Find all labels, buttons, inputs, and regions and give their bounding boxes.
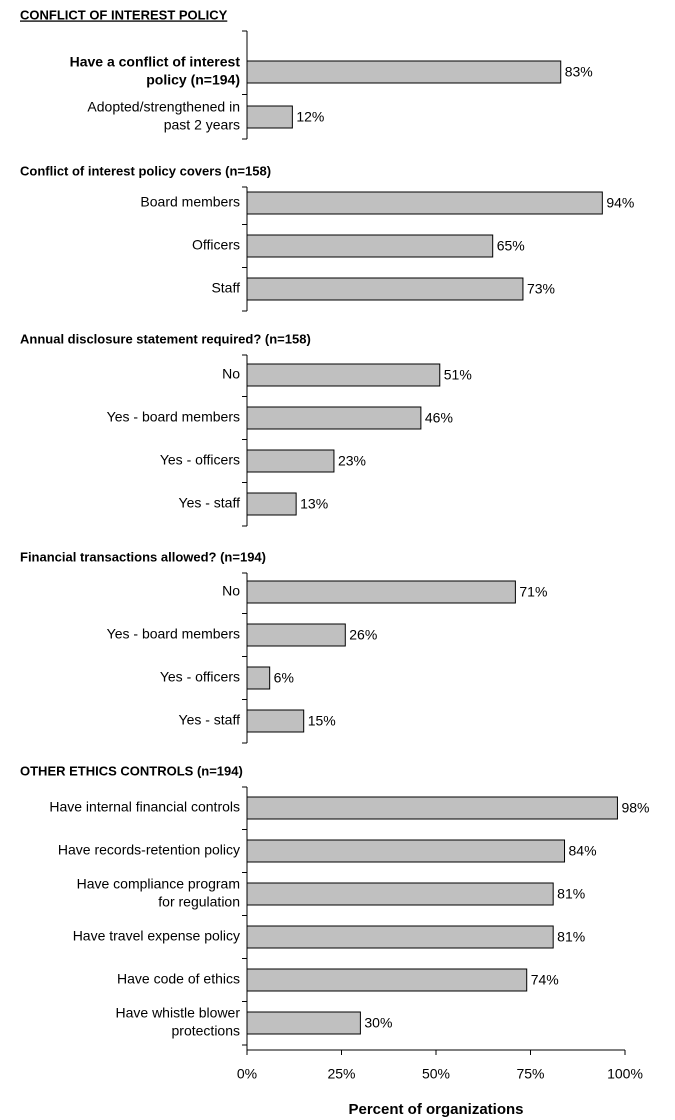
value-label: 13% <box>300 496 328 512</box>
bar <box>246 796 618 820</box>
category-label: Adopted/strengthened in <box>87 99 240 115</box>
bar <box>246 492 297 516</box>
value-label: 15% <box>308 713 336 729</box>
category-label: Yes - officers <box>160 452 240 468</box>
category-label: past 2 years <box>164 117 240 133</box>
x-tick-label: 25% <box>327 1066 355 1082</box>
bar <box>246 882 554 906</box>
bar <box>246 623 346 647</box>
category-label: Have whistle blower <box>116 1005 241 1021</box>
value-label: 94% <box>606 195 634 211</box>
category-label: Yes - staff <box>179 712 241 728</box>
bar <box>246 105 293 129</box>
group-title: Conflict of interest policy covers (n=15… <box>20 163 271 178</box>
value-label: 81% <box>557 929 585 945</box>
category-label: Have a conflict of interest <box>70 54 241 70</box>
bar <box>246 277 524 301</box>
bar <box>246 191 603 215</box>
group-title: Financial transactions allowed? (n=194) <box>20 549 266 564</box>
category-label: for regulation <box>158 894 240 910</box>
value-label: 6% <box>274 670 294 686</box>
category-label: Yes - board members <box>107 626 240 642</box>
x-tick-label: 100% <box>607 1066 643 1082</box>
bar <box>246 580 516 604</box>
category-label: No <box>222 583 240 599</box>
category-label: Yes - board members <box>107 409 240 425</box>
bar <box>246 925 554 949</box>
value-label: 73% <box>527 281 555 297</box>
category-label: Have compliance program <box>77 876 240 892</box>
category-label: Have records-retention policy <box>58 842 240 858</box>
value-label: 26% <box>349 627 377 643</box>
category-label: Board members <box>140 194 240 210</box>
category-label: Have code of ethics <box>117 971 240 987</box>
value-label: 23% <box>338 453 366 469</box>
bar <box>246 60 562 84</box>
bar <box>246 709 305 733</box>
value-label: 46% <box>425 410 453 426</box>
category-label: Yes - staff <box>179 495 241 511</box>
bar <box>246 406 422 430</box>
bar <box>246 234 494 258</box>
value-label: 51% <box>444 367 472 383</box>
bar <box>246 839 566 863</box>
value-label: 83% <box>565 64 593 80</box>
category-label: policy (n=194) <box>146 72 240 88</box>
category-label: Staff <box>211 280 240 296</box>
bar <box>246 449 335 473</box>
bar <box>246 1011 361 1035</box>
x-tick-label: 0% <box>237 1066 257 1082</box>
value-label: 12% <box>296 109 324 125</box>
value-label: 84% <box>569 843 597 859</box>
bar <box>246 363 441 387</box>
category-label: Yes - officers <box>160 669 240 685</box>
x-tick-label: 50% <box>422 1066 450 1082</box>
category-label: Have travel expense policy <box>73 928 240 944</box>
group-title: OTHER ETHICS CONTROLS (n=194) <box>20 763 243 778</box>
category-label: Officers <box>192 237 240 253</box>
value-label: 65% <box>497 238 525 254</box>
group-title: CONFLICT OF INTEREST POLICY <box>20 7 228 22</box>
bar <box>246 968 528 992</box>
x-axis-label: Percent of organizations <box>348 1101 523 1118</box>
value-label: 98% <box>621 800 649 816</box>
x-tick-label: 75% <box>516 1066 544 1082</box>
value-label: 81% <box>557 886 585 902</box>
category-label: protections <box>172 1023 240 1039</box>
group-title: Annual disclosure statement required? (n… <box>20 331 311 346</box>
value-label: 30% <box>364 1015 392 1031</box>
value-label: 74% <box>531 972 559 988</box>
bar <box>246 666 271 690</box>
value-label: 71% <box>519 584 547 600</box>
category-label: Have internal financial controls <box>49 799 240 815</box>
category-label: No <box>222 366 240 382</box>
